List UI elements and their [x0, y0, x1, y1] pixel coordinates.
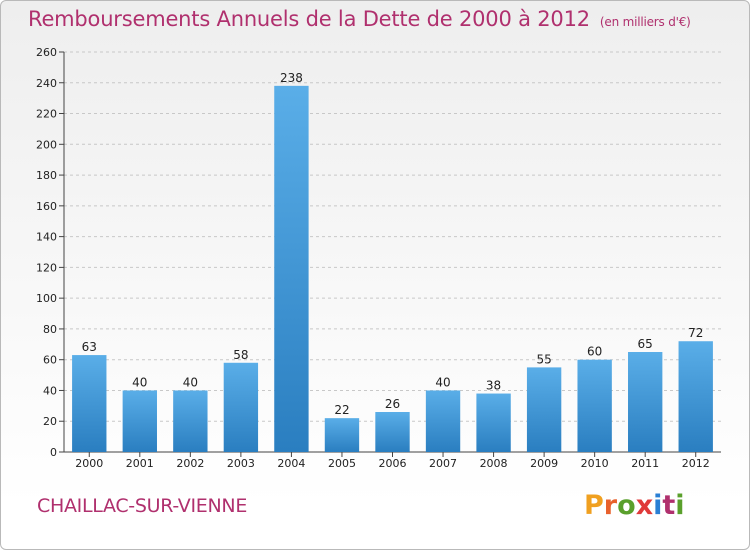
bar-2007 [425, 390, 461, 452]
y-tick-label: 200 [36, 138, 57, 151]
y-tick-label: 60 [43, 354, 57, 367]
y-tick-label: 180 [36, 169, 57, 182]
y-tick-label: 140 [36, 231, 57, 244]
bar-2010 [577, 359, 612, 452]
value-label-2010: 60 [587, 345, 602, 359]
logo-letter: r [603, 490, 618, 521]
bar-2012 [678, 341, 713, 452]
x-tick-label-2010: 2010 [581, 457, 609, 470]
logo-letter: i [675, 490, 685, 521]
bar-2011 [628, 352, 663, 452]
y-tick-label: 260 [36, 46, 57, 59]
value-label-2009: 55 [536, 352, 551, 366]
bar-2002 [173, 390, 208, 452]
x-tick-label-2008: 2008 [480, 457, 508, 470]
logo-letter: x [635, 490, 654, 521]
x-tick-label-2004: 2004 [277, 457, 305, 470]
logo-letter: t [662, 490, 676, 521]
y-tick-label: 0 [50, 446, 57, 459]
value-label-2002: 40 [183, 375, 198, 389]
x-tick-label-2003: 2003 [227, 457, 255, 470]
y-tick-label: 40 [43, 384, 57, 397]
bar-2009 [526, 367, 562, 452]
value-label-2011: 65 [638, 337, 653, 351]
value-label-2004: 238 [280, 71, 303, 85]
value-label-2007: 40 [435, 375, 450, 389]
logo-letter: o [617, 490, 636, 521]
x-tick-label-2002: 2002 [176, 457, 204, 470]
value-label-2006: 26 [385, 397, 400, 411]
chart-unit-label: (en milliers d'€) [599, 15, 691, 29]
label-layer: 63 40 40 58 238 22 26 40 38 55 60 65 72 [82, 71, 704, 417]
y-tick-label: 220 [36, 108, 57, 121]
y-tick-label: 20 [43, 415, 57, 428]
x-tick-label-2009: 2009 [530, 457, 558, 470]
value-label-2008: 38 [486, 379, 501, 393]
bar-layer [72, 85, 713, 452]
value-label-2003: 58 [233, 348, 248, 362]
x-tick-label-2007: 2007 [429, 457, 457, 470]
proxiti-logo[interactable]: Proxiti [584, 490, 685, 521]
value-label-2000: 63 [82, 340, 97, 354]
value-label-2012: 72 [688, 326, 703, 340]
grid-layer [64, 51, 721, 422]
chart-title-text: Remboursements Annuels de la Dette de 20… [28, 7, 590, 31]
y-tick-label: 100 [36, 292, 57, 305]
bar-2008 [476, 393, 511, 452]
y-tick-label: 240 [36, 77, 57, 90]
y-tick-label: 160 [36, 200, 57, 213]
bar-2006 [375, 412, 410, 452]
y-tick-label: 80 [43, 323, 57, 336]
x-tick-label-2011: 2011 [631, 457, 659, 470]
chart-title: Remboursements Annuels de la Dette de 20… [28, 7, 691, 31]
x-tick-label-2001: 2001 [126, 457, 154, 470]
bar-2000 [72, 355, 107, 452]
town-name: CHAILLAC-SUR-VIENNE [37, 495, 248, 517]
value-label-2005: 22 [334, 403, 349, 417]
logo-letter: i [653, 490, 663, 521]
bar-2005 [324, 418, 360, 452]
y-tick-label: 120 [36, 261, 57, 274]
bar-2001 [122, 390, 157, 452]
bar-2004 [274, 85, 309, 452]
value-label-2001: 40 [132, 375, 147, 389]
x-tick-label-2000: 2000 [75, 457, 103, 470]
x-tick-label-2006: 2006 [379, 457, 407, 470]
x-tick-label-2005: 2005 [328, 457, 356, 470]
bar-2003 [223, 362, 259, 452]
x-tick-label-2012: 2012 [682, 457, 710, 470]
logo-letter: P [584, 490, 604, 521]
